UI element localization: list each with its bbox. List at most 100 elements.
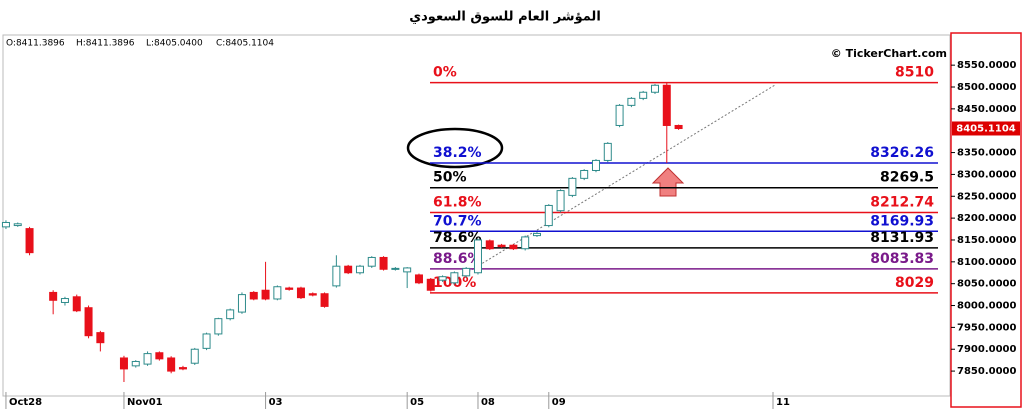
y-tick-label: 8200.0000 [957, 213, 1017, 224]
candle-body [438, 276, 447, 281]
y-tick-label: 8500.0000 [957, 82, 1017, 93]
candle-body [84, 307, 93, 337]
candle-body [391, 267, 400, 270]
candle-body [214, 318, 223, 335]
last-price-label: 8405.1104 [956, 123, 1016, 134]
candle-body [296, 287, 305, 299]
candle-body [119, 357, 128, 370]
candle-body [473, 239, 482, 274]
y-tick-label: 8450.0000 [957, 104, 1017, 115]
candle-body [155, 352, 164, 360]
chart-title: المؤشر العام للسوق السعودي [409, 10, 601, 25]
candle-body [521, 236, 530, 250]
candle-body [143, 353, 152, 365]
x-tick-label: 03 [269, 397, 283, 408]
candle-body [25, 228, 34, 254]
candle-body [13, 223, 22, 227]
candle-body [462, 267, 471, 277]
x-tick-label: 08 [481, 397, 495, 408]
candle-body [591, 159, 600, 171]
candle-body [344, 265, 353, 274]
candle-body [226, 309, 235, 320]
candle-body [556, 190, 565, 212]
fib-value: 8083.83 [870, 251, 934, 267]
y-tick-label: 8100.0000 [957, 257, 1017, 268]
candle-body [568, 177, 577, 196]
candle-body [131, 360, 140, 367]
candle-body [544, 204, 553, 227]
candle-body [414, 274, 423, 284]
candle-body [509, 244, 518, 250]
highlight-ellipse [406, 127, 504, 169]
candle-body [320, 293, 329, 307]
fib-label: 61.8% [433, 195, 482, 211]
fib-label: 70.7% [433, 213, 482, 229]
ohlc-text: O:8411.3896 [6, 39, 65, 49]
fib-value: 8269.5 [880, 170, 934, 186]
fib-value: 8029 [895, 275, 934, 291]
candle-body [237, 294, 246, 313]
fib-label: 0% [433, 65, 457, 81]
candle-body [650, 84, 659, 93]
candle-body [167, 357, 176, 372]
candle-body [60, 298, 69, 303]
fib-label: 78.6% [433, 230, 482, 246]
candle-body [308, 293, 317, 296]
candle-body [532, 232, 541, 237]
y-tick-label: 8250.0000 [957, 191, 1017, 202]
last-price-box [952, 121, 1020, 136]
candle-body [615, 104, 624, 126]
fib-value: 8326.26 [870, 145, 934, 161]
candle-body [178, 367, 187, 370]
watermark: © TickerChart.com [831, 47, 947, 60]
y-tick-label: 8350.0000 [957, 148, 1017, 159]
ohlc-text: H:8411.3896 [76, 39, 135, 49]
candle-body [49, 291, 58, 301]
y-tick-label: 8000.0000 [957, 301, 1017, 312]
candle-body [190, 348, 199, 364]
candle-body [249, 291, 258, 300]
candle-body [379, 256, 388, 270]
fib-label: 38.2% [433, 145, 482, 161]
y-tick-label: 8150.0000 [957, 235, 1017, 246]
y-tick-label: 8300.0000 [957, 169, 1017, 180]
ohlc-header: O:8411.3896 H:8411.3896 L:8405.0400 C:8405.… [6, 39, 274, 49]
candle-body [72, 296, 81, 312]
candle-body [627, 97, 636, 106]
candle-body [273, 286, 282, 300]
fib-label: 88.6% [433, 251, 482, 267]
candle-body [367, 256, 376, 267]
trend-line [454, 84, 776, 281]
fib-label: 50% [433, 170, 467, 186]
y-tick-label: 7950.0000 [957, 322, 1017, 333]
x-tick-label: 09 [552, 397, 566, 408]
axis-frame [950, 32, 1022, 408]
candle-body [603, 142, 612, 161]
ohlc-text: C:8405.1104 [216, 39, 274, 49]
y-tick-label: 7850.0000 [957, 366, 1017, 377]
ohlc-text: L:8405.0400 [146, 39, 203, 49]
candle-body [261, 289, 270, 300]
candle-body [332, 265, 341, 287]
y-tick-label: 8550.0000 [957, 60, 1017, 71]
candle-body [450, 272, 459, 284]
candle-body [285, 287, 294, 290]
candle-body [1, 221, 10, 228]
candle-body [355, 265, 364, 274]
arrow [651, 167, 685, 197]
x-tick-label: 11 [776, 397, 790, 408]
candle-body [485, 240, 494, 250]
x-tick-label: Nov01 [127, 397, 163, 408]
candle-body [96, 332, 105, 344]
candle-body [403, 267, 412, 273]
candle-body [639, 91, 648, 99]
fib-value: 8510 [895, 65, 934, 81]
candle-body [674, 124, 683, 130]
candle-body [580, 169, 589, 179]
candle-body [426, 278, 435, 291]
candle-body [497, 244, 506, 248]
x-tick-label: 05 [410, 397, 424, 408]
candle-body [202, 333, 211, 349]
x-tick-label: Oct28 [9, 397, 42, 408]
